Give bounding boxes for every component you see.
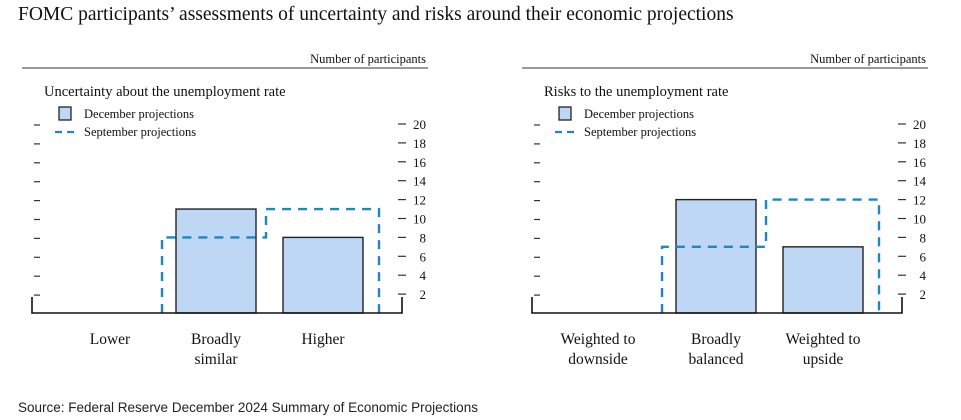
y-tick-label: 8	[420, 230, 427, 245]
y-tick-label: 10	[913, 212, 926, 227]
chart-panel-2: Number of participants Risks to the unemp…	[522, 52, 928, 368]
chart-title: Risks to the unemployment rate	[544, 84, 728, 100]
x-category-label: downside	[568, 351, 628, 368]
baseline-bracket	[531, 297, 903, 314]
x-category-label: Broadly	[191, 331, 241, 348]
y-tick-label: 4	[420, 268, 427, 283]
y-tick-label: 6	[920, 249, 927, 264]
legend-swatch-december	[558, 106, 572, 121]
legend-label-december: December projections	[84, 107, 194, 121]
chart-panel-1: Number of participants Uncertainty about …	[22, 52, 428, 368]
x-category-label: Broadly	[691, 331, 741, 348]
legend-label-december: December projections	[584, 107, 694, 121]
x-category-label: Lower	[90, 331, 131, 348]
units-label: Number of participants	[810, 52, 926, 66]
chart-title: Uncertainty about the unemployment rate	[44, 84, 286, 100]
y-tick-label: 18	[413, 136, 426, 151]
bar-december	[675, 198, 757, 314]
charts-canvas: Number of participants Uncertainty about …	[22, 52, 928, 368]
legend-label-september: September projections	[84, 125, 196, 139]
x-category-label: similar	[194, 351, 238, 368]
y-tick-label: 20	[913, 117, 926, 132]
page-title: FOMC participants’ assessments of uncert…	[18, 4, 734, 25]
x-category-label: Weighted to	[561, 331, 636, 348]
baseline-bracket	[31, 297, 403, 314]
y-tick-label: 12	[413, 193, 426, 208]
units-label: Number of participants	[310, 52, 426, 66]
x-category-label: upside	[803, 351, 844, 368]
bar-december	[175, 208, 257, 314]
y-tick-label: 6	[420, 249, 427, 264]
x-category-label: balanced	[688, 351, 743, 368]
y-tick-label: 16	[413, 155, 427, 170]
legend-label-september: September projections	[584, 125, 696, 139]
y-tick-label: 20	[413, 117, 426, 132]
y-tick-label: 16	[913, 155, 927, 170]
bar-september-outline	[160, 207, 381, 313]
bar-september-outline	[660, 198, 881, 313]
y-tick-label: 8	[920, 230, 927, 245]
bar-december	[782, 246, 864, 314]
y-tick-label: 2	[420, 287, 427, 302]
source-note: Source: Federal Reserve December 2024 Su…	[18, 400, 478, 415]
y-tick-label: 14	[913, 174, 927, 189]
x-category-label: Higher	[301, 331, 345, 348]
y-tick-label: 2	[920, 287, 927, 302]
y-tick-label: 10	[413, 212, 426, 227]
y-tick-label: 18	[913, 136, 926, 151]
bar-december	[282, 236, 364, 314]
y-tick-label: 4	[920, 268, 927, 283]
legend-swatch-december	[58, 106, 72, 121]
y-tick-label: 14	[413, 174, 427, 189]
x-category-label: Weighted to	[786, 331, 861, 348]
y-tick-label: 12	[913, 193, 926, 208]
